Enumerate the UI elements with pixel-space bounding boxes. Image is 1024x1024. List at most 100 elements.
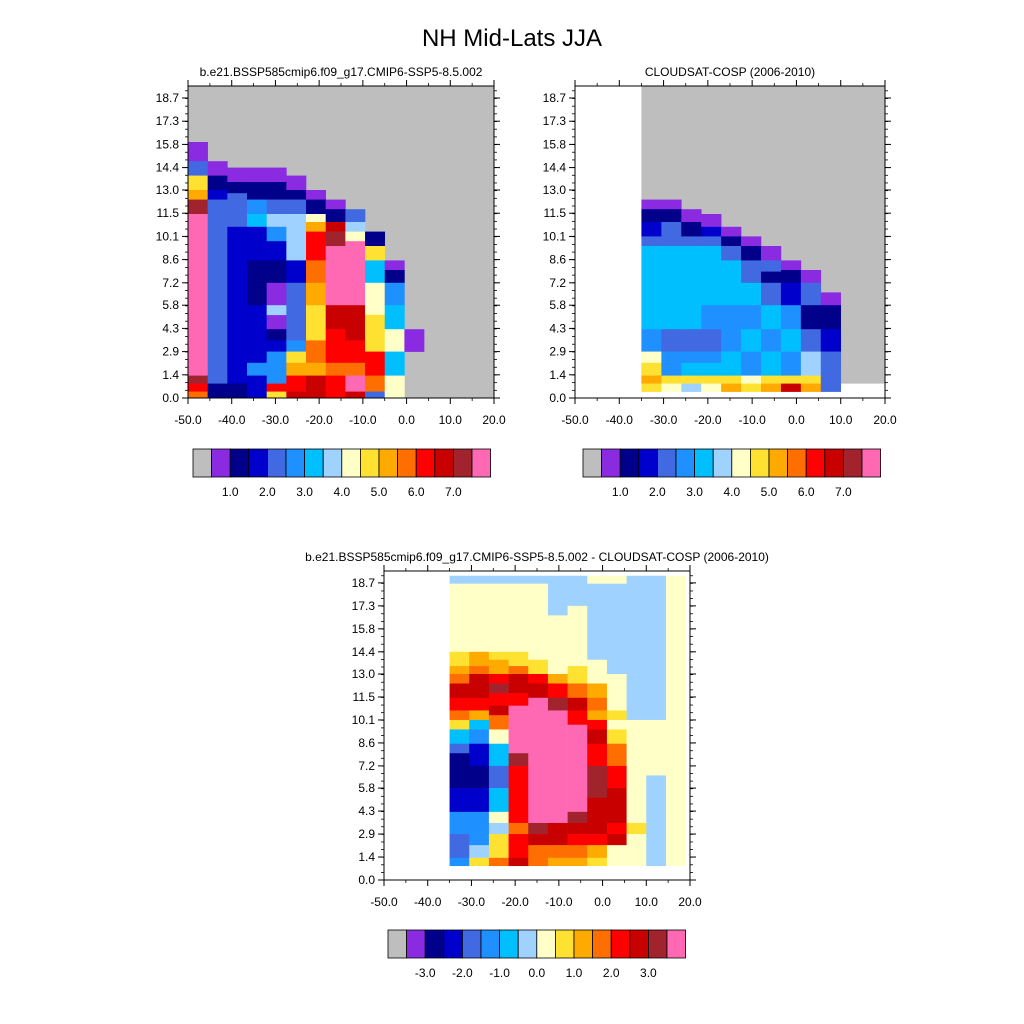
heatmap-cell <box>701 226 722 237</box>
x-tick-label: -30.0 <box>650 413 678 427</box>
heatmap-cell <box>800 375 822 384</box>
heatmap-cell <box>587 596 608 624</box>
heatmap-cell <box>469 719 490 730</box>
colorbar-label: 4.0 <box>723 485 740 499</box>
heatmap-cell <box>681 375 702 384</box>
heatmap-cell <box>587 683 608 699</box>
heatmap-cell <box>508 753 529 767</box>
x-tick-label: 20.0 <box>482 413 506 427</box>
heatmap-cell <box>247 182 267 200</box>
heatmap-cell <box>626 729 647 745</box>
heatmap-cell <box>701 375 722 384</box>
y-tick-label: 8.6 <box>162 253 179 267</box>
colorbar-swatch <box>824 448 844 478</box>
heatmap-cell <box>681 351 702 364</box>
heatmap-cell <box>567 637 588 667</box>
heatmap-cell <box>384 305 405 330</box>
heatmap-cell <box>626 822 647 835</box>
y-tick-label: 15.8 <box>156 137 180 151</box>
heatmap-cell <box>641 246 662 330</box>
heatmap-cell <box>661 236 682 247</box>
heatmap-cell <box>528 683 549 699</box>
heatmap-cell <box>567 811 588 824</box>
heatmap-cell <box>207 175 228 191</box>
y-tick-label: 13.0 <box>352 667 376 681</box>
heatmap-cell <box>345 375 366 392</box>
heatmap-cell <box>721 226 742 237</box>
heatmap-cell <box>449 729 470 745</box>
heatmap-cell <box>661 222 682 237</box>
panel-difference: b.e21.BSSP585cmip6.f09_g17.CMIP6-SSP5-8.… <box>305 550 769 980</box>
y-tick-label: 14.4 <box>352 645 376 659</box>
heatmap-cell <box>188 175 208 191</box>
x-tick-label: -30.0 <box>458 895 486 909</box>
colorbar-swatch <box>843 448 863 478</box>
heatmap-cell <box>345 391 366 399</box>
heatmap-cell <box>227 383 248 399</box>
heatmap-cell <box>469 666 490 675</box>
y-tick-label: 7.2 <box>549 276 566 290</box>
heatmap-cell <box>641 222 662 237</box>
heatmap-cell <box>528 697 549 721</box>
colorbar-swatch <box>359 448 380 478</box>
y-tick-label: 17.3 <box>156 114 180 128</box>
heatmap-cell <box>721 236 742 247</box>
colorbar-label: 3.0 <box>296 485 313 499</box>
colorbar-swatch <box>787 448 807 478</box>
y-tick-label: 18.7 <box>352 576 376 590</box>
heatmap-cell <box>306 340 326 364</box>
heatmap-cell <box>306 362 326 376</box>
heatmap-cell <box>641 209 662 223</box>
heatmap-cell <box>488 693 509 706</box>
heatmap-cell <box>741 236 762 247</box>
heatmap-cell <box>508 651 529 667</box>
heatmap-cell <box>188 375 208 384</box>
colorbar-swatch <box>601 448 621 478</box>
heatmap-cell <box>306 375 326 399</box>
heatmap-cell <box>345 362 366 376</box>
heatmap-cell <box>266 241 287 261</box>
x-tick-label: -40.0 <box>414 895 442 909</box>
colorbar-label: 6.0 <box>408 485 425 499</box>
heatmap-cell <box>325 375 346 399</box>
colorbar-label: 5.0 <box>371 485 388 499</box>
heatmap-cell <box>626 674 647 721</box>
y-tick-label: 5.8 <box>162 298 179 312</box>
heatmap-cell <box>701 214 722 228</box>
heatmap-cell <box>761 260 782 272</box>
y-tick-label: 18.7 <box>156 91 180 105</box>
heatmap-cell <box>227 206 248 228</box>
heatmap-cell <box>646 575 667 721</box>
colorbar-label: 7.0 <box>445 485 462 499</box>
heatmap-cell <box>306 260 326 284</box>
heatmap-cell <box>661 383 682 392</box>
heatmap-cell <box>567 710 588 726</box>
heatmap-cell <box>761 282 782 306</box>
heatmap-cell <box>247 375 267 399</box>
colorbar-swatch <box>750 448 770 478</box>
colorbar-swatch <box>638 448 658 478</box>
y-tick-label: 15.8 <box>352 622 376 636</box>
heatmap-cell <box>286 391 307 399</box>
colorbar-swatch <box>573 929 594 959</box>
heatmap-cell <box>547 834 568 846</box>
heatmap-cell <box>528 659 549 675</box>
heatmap-cell <box>626 743 647 824</box>
heatmap-cell <box>681 362 702 376</box>
heatmap-cell <box>345 305 366 341</box>
heatmap-cell <box>488 822 509 835</box>
colorbar-label: -1.0 <box>489 966 510 980</box>
heatmap-cell <box>207 199 228 399</box>
heatmap-cell <box>488 651 509 661</box>
heatmap-cell <box>449 719 470 730</box>
heatmap-cell <box>721 383 742 392</box>
heatmap-cell <box>701 246 722 306</box>
heatmap-cell <box>641 236 662 247</box>
heatmap-cell <box>701 329 722 352</box>
heatmap-cell <box>365 329 386 352</box>
colorbar-label: 2.0 <box>603 966 620 980</box>
heatmap-cell <box>306 199 326 215</box>
x-tick-label: -40.0 <box>606 413 634 427</box>
heatmap-cell <box>207 161 228 176</box>
colorbar-swatch <box>341 448 361 478</box>
